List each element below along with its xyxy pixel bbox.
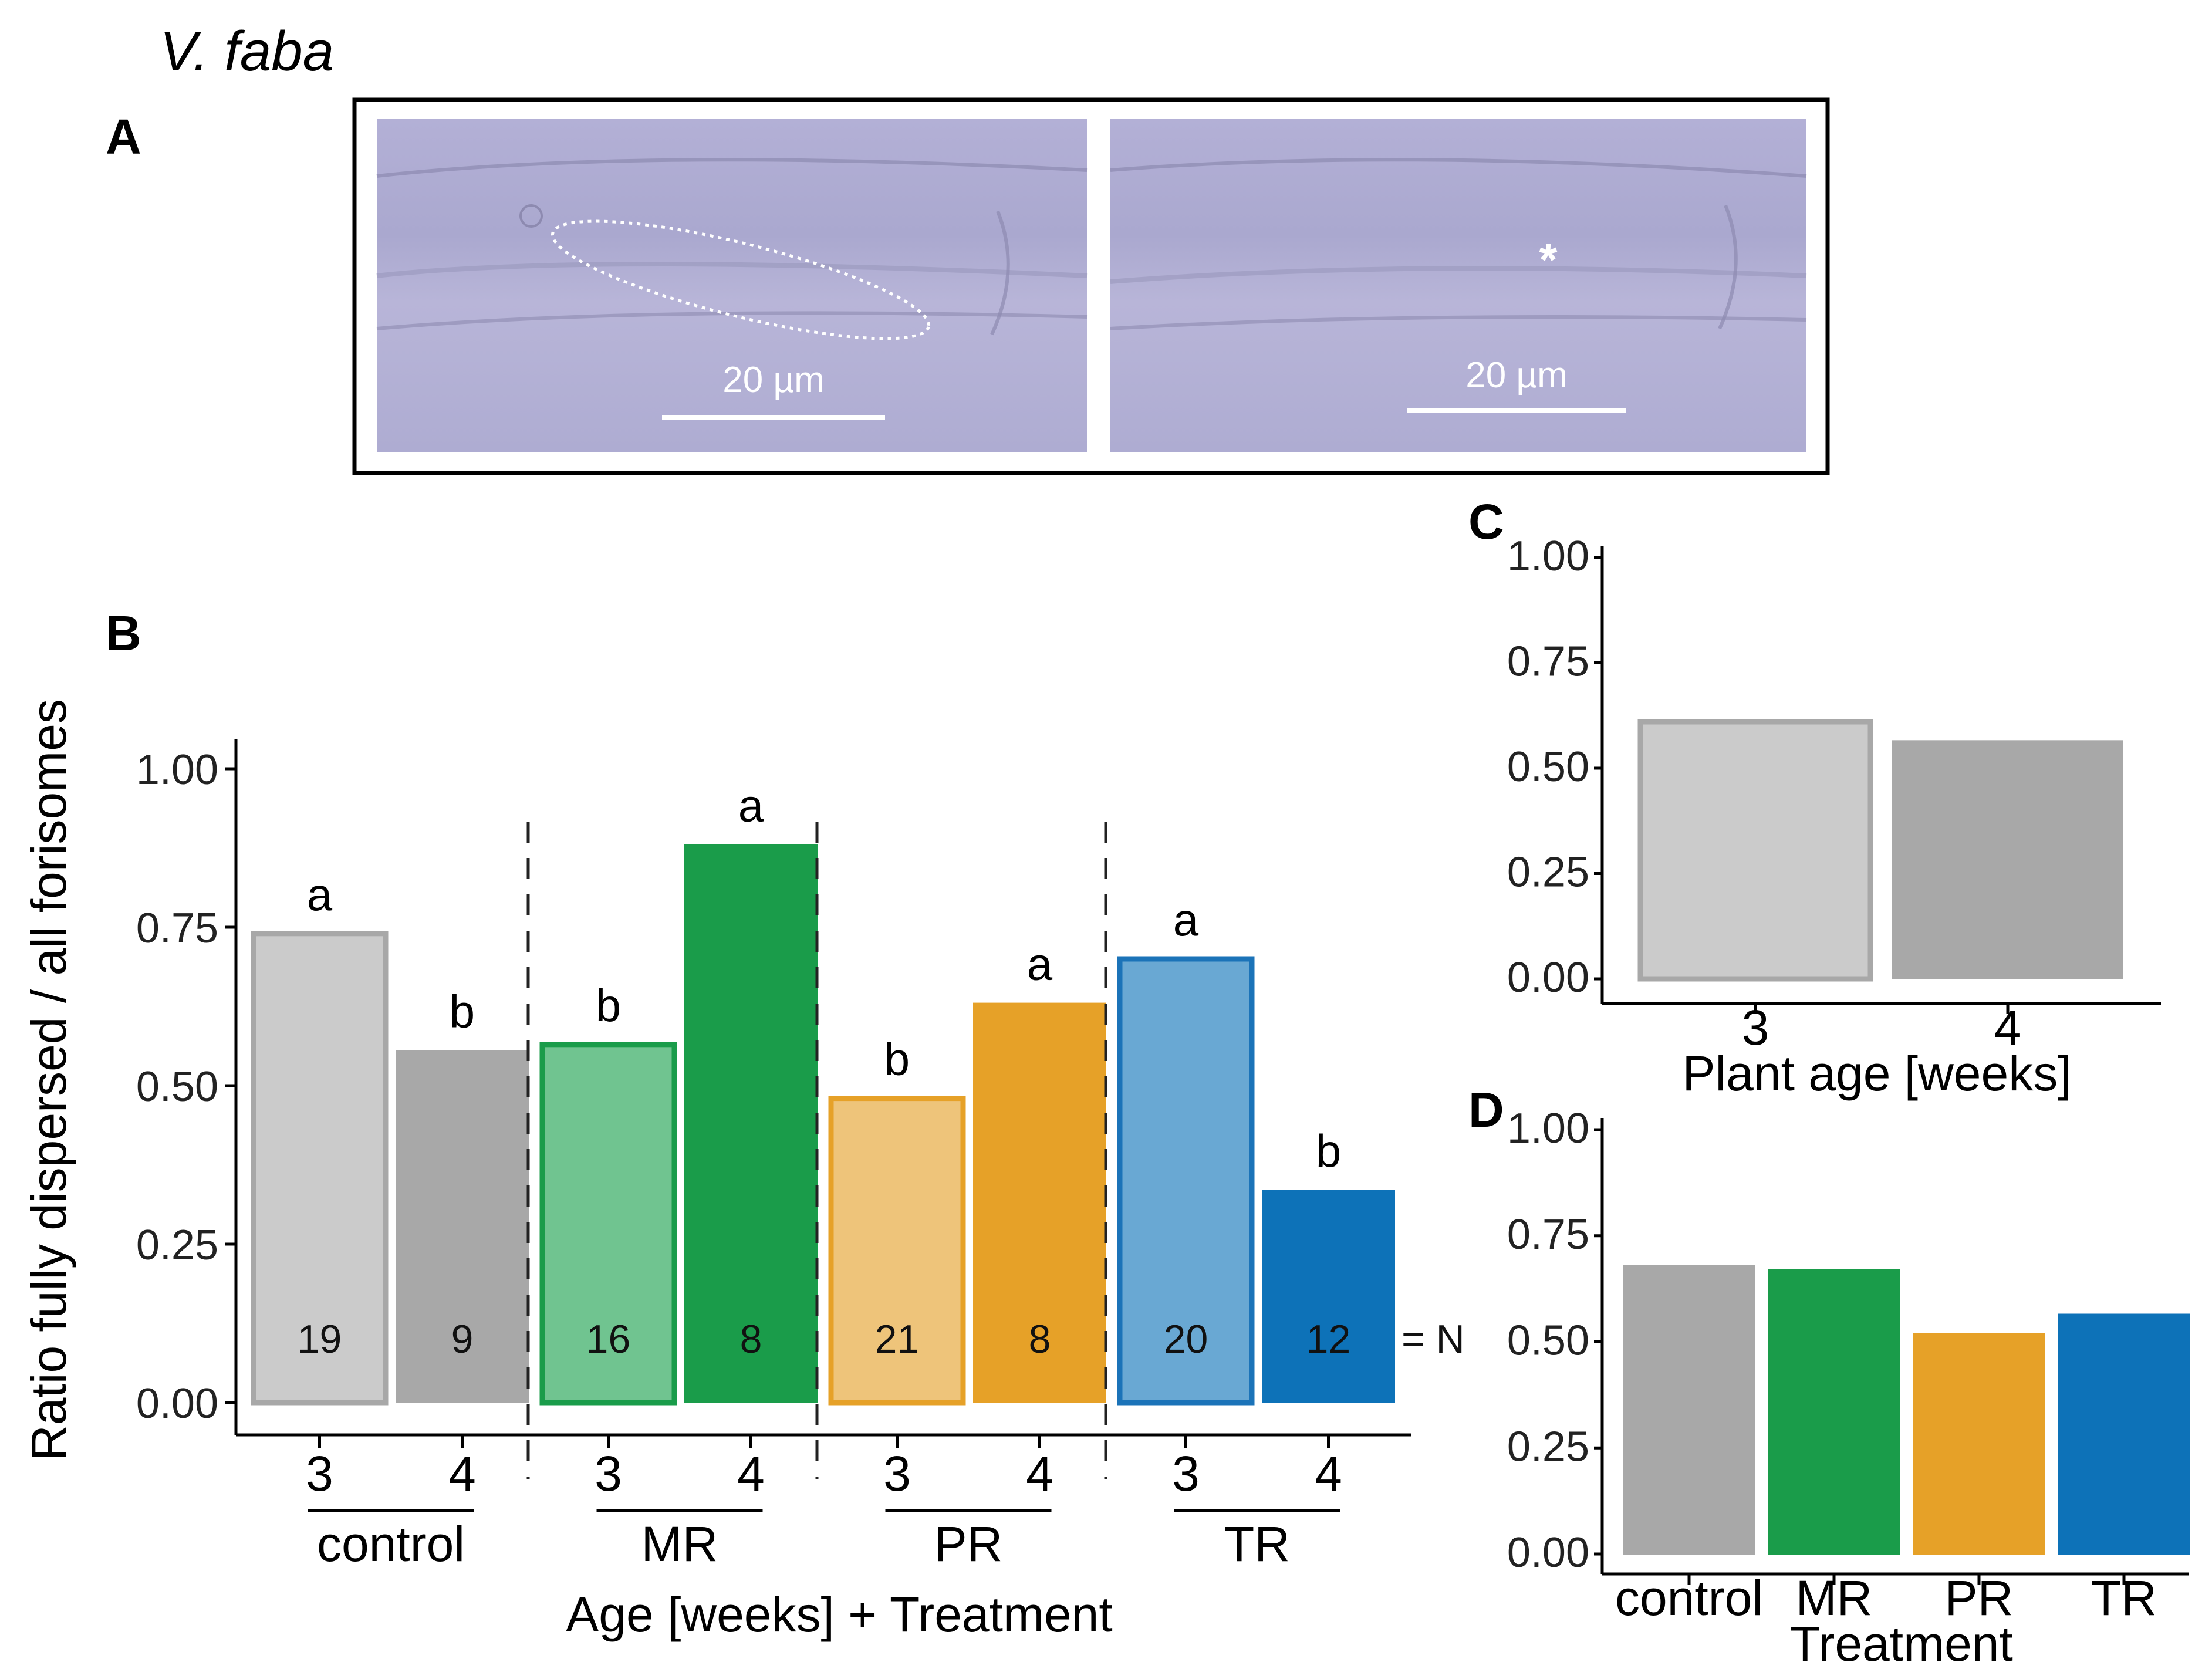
chartD-x-axis-title: Treatment <box>1790 1616 2013 1671</box>
b-age-label: 3 <box>1172 1446 1200 1501</box>
b-bar <box>1262 1190 1395 1403</box>
b-bar <box>1117 956 1255 1406</box>
scale-label-left: 20 µm <box>722 360 825 400</box>
b-y-tick-label: 1.00 <box>136 746 218 793</box>
b-n-label: 20 <box>1164 1317 1208 1362</box>
b-bar <box>828 1096 966 1406</box>
b-age-label: 4 <box>1315 1446 1342 1501</box>
panel-label-a: A <box>106 109 141 164</box>
b-n-label: 9 <box>451 1317 474 1362</box>
panel-label-d: D <box>1468 1082 1504 1137</box>
chartC-x-axis-title: Plant age [weeks] <box>1682 1046 2071 1101</box>
chartD-y-tick-label: 1.00 <box>1507 1105 1589 1152</box>
b-bar <box>684 844 818 1403</box>
b-n-label: 8 <box>740 1317 762 1362</box>
dispersed-marker: * <box>1539 234 1558 286</box>
b-significance-label: a <box>1173 894 1199 945</box>
b-age-label: 3 <box>306 1446 333 1501</box>
chartC-y-tick-label: 0.50 <box>1507 744 1589 790</box>
chartD-bar <box>1768 1269 1900 1555</box>
b-group-label: control <box>317 1516 465 1572</box>
chartD-bar <box>1913 1333 2045 1555</box>
b-bar <box>251 931 389 1406</box>
b-n-label: 8 <box>1029 1317 1051 1362</box>
micrograph-left: 20 µm <box>376 119 1088 452</box>
b-n-label: 19 <box>298 1317 342 1362</box>
b-n-suffix: = N <box>1402 1317 1465 1362</box>
chartD-y-tick-label: 0.75 <box>1507 1211 1589 1258</box>
b-age-label: 3 <box>595 1446 622 1501</box>
chartD-category-label: TR <box>2091 1570 2157 1626</box>
chart-b: 0.00 0.25 0.50 0.75 1.00 Ratio fully disperse… <box>21 699 1465 1642</box>
species-label: V. faba <box>160 20 334 83</box>
chartD-y-tick-label: 0.25 <box>1507 1423 1589 1470</box>
chartD-category-label: MR <box>1796 1570 1873 1626</box>
chartC-category-label: 3 <box>1742 1000 1769 1055</box>
panel-label-b: B <box>106 606 141 661</box>
chartD-y-tick-label: 0.50 <box>1507 1317 1589 1364</box>
b-bar <box>539 1042 677 1406</box>
b-x-axis-title: Age [weeks] + Treatment <box>566 1587 1112 1642</box>
scale-label-right: 20 µm <box>1465 355 1568 396</box>
chartD-category-label: PR <box>1945 1570 2014 1626</box>
b-bar <box>396 1050 529 1403</box>
b-significance-label: b <box>596 979 621 1031</box>
chartC-category-label: 4 <box>1994 1000 2022 1055</box>
b-y-tick-label: 0.25 <box>136 1222 218 1269</box>
chartD-category-label: control <box>1615 1570 1763 1626</box>
forisome-outline <box>551 219 931 340</box>
b-group-label: TR <box>1224 1516 1290 1572</box>
chartC-bar <box>1637 719 1873 982</box>
chartC-y-tick-label: 0.75 <box>1507 639 1589 685</box>
b-n-label: 21 <box>875 1317 920 1362</box>
chartD-y-tick-label: 0.00 <box>1507 1529 1589 1576</box>
b-group-label: MR <box>641 1516 718 1572</box>
b-y-axis-title: Ratio fully dispersed / all forisomes <box>21 699 76 1461</box>
chartD-bar <box>1623 1265 1755 1555</box>
b-y-tick-label: 0.00 <box>136 1380 218 1427</box>
b-significance-label: b <box>884 1033 910 1085</box>
b-y-tick-label: 0.50 <box>136 1063 218 1110</box>
b-n-label: 16 <box>586 1317 631 1362</box>
b-y-tick-label: 0.75 <box>136 905 218 952</box>
chartC-y-tick-label: 1.00 <box>1507 533 1589 580</box>
panel-label-c: C <box>1468 494 1504 549</box>
b-bar <box>973 1002 1106 1403</box>
b-age-label: 4 <box>737 1446 765 1501</box>
chart-d: 0.00 0.25 0.50 0.75 1.00 control MR PR TR Treatme… <box>1507 1105 2190 1671</box>
b-age-label: 3 <box>883 1446 911 1501</box>
chartC-y-tick-label: 0.25 <box>1507 849 1589 896</box>
chartD-bar <box>2058 1313 2190 1555</box>
chartC-y-tick-label: 0.00 <box>1507 954 1589 1001</box>
chartC-bar <box>1892 740 2123 979</box>
b-group-label: PR <box>934 1516 1003 1572</box>
b-age-label: 4 <box>1026 1446 1053 1501</box>
micrograph-right: * 20 µm <box>1110 119 1807 452</box>
b-significance-label: a <box>738 780 764 832</box>
b-significance-label: a <box>307 869 333 920</box>
b-significance-label: a <box>1027 938 1053 990</box>
b-significance-label: b <box>450 986 475 1038</box>
b-age-label: 4 <box>448 1446 476 1501</box>
b-n-label: 12 <box>1306 1317 1351 1362</box>
b-significance-label: b <box>1316 1125 1341 1177</box>
